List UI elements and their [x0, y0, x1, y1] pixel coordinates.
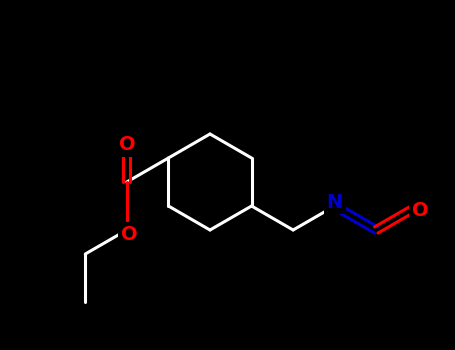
Text: O: O: [411, 201, 428, 219]
Text: O: O: [121, 224, 137, 244]
Text: N: N: [327, 193, 343, 211]
Text: O: O: [119, 135, 135, 154]
